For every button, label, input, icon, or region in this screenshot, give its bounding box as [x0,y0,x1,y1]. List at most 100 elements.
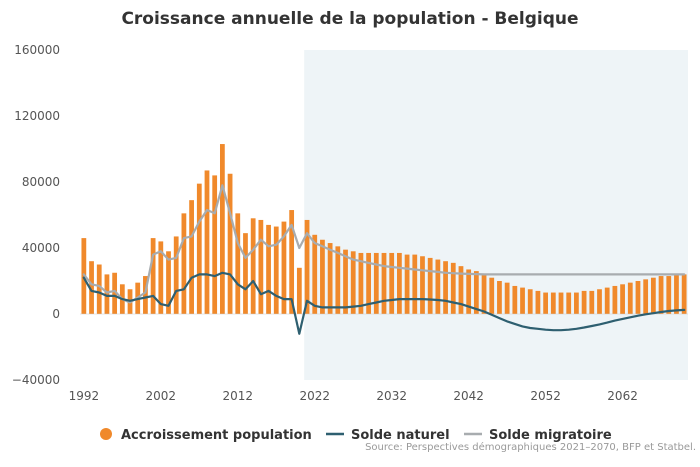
bar-1996 [112,272,118,314]
bar-2030 [373,252,379,314]
bar-2025 [335,246,341,314]
bar-2034 [404,254,410,314]
bar-2039 [443,261,448,314]
legend-label-solde-naturel: Solde naturel [351,428,450,443]
bars-accroissement-population [81,144,687,314]
bar-2054 [558,292,564,314]
x-tick-label: 2052 [530,389,561,403]
bar-2008 [204,170,210,314]
bar-2022 [312,234,318,314]
line-solde-naturel [82,271,686,335]
bar-2047 [504,282,510,314]
x-axis: 1992 2002 2012 2022 2032 2042 2052 2062 [69,389,638,403]
bar-2060 [604,287,610,314]
bar-2026 [343,249,348,314]
bar-2048 [512,285,518,314]
y-tick-label: 80000 [22,175,60,189]
legend-label-accroissement: Accroissement population [121,428,312,443]
legend: Accroissement population Solde naturel S… [100,428,612,443]
y-axis: 160000 120000 80000 40000 0 −40000 [12,43,60,387]
bar-2058 [589,290,595,314]
bar-2027 [350,251,356,314]
bar-2011 [227,173,233,314]
bar-2015 [258,219,264,314]
y-tick-label: 0 [52,307,60,321]
bar-2006 [189,200,194,314]
line-series [82,184,686,335]
bar-2061 [612,285,618,314]
bar-2036 [420,256,425,314]
bar-2002 [158,241,164,314]
bar-2057 [581,290,587,314]
y-tick-label: 120000 [14,109,60,123]
projection-period-shading [304,50,688,380]
y-tick-label: 160000 [14,43,60,57]
bar-2037 [427,257,433,314]
bar-2038 [435,259,441,314]
bar-2019 [289,210,295,314]
bar-2052 [543,292,549,314]
bar-2046 [497,281,502,314]
x-tick-label: 2042 [453,389,484,403]
bar-2065 [643,279,649,314]
bar-2014 [250,218,256,314]
bar-2000 [143,276,148,314]
bar-2062 [620,284,625,314]
bar-2010 [219,144,225,314]
bar-2044 [481,274,487,314]
bar-2023 [320,239,325,314]
bar-1993 [89,261,94,314]
legend-item-accroissement-population[interactable]: Accroissement population [100,428,312,443]
x-tick-label: 2062 [607,389,638,403]
legend-label-solde-migratoire: Solde migratoire [489,428,612,443]
y-tick-label: −40000 [12,373,60,387]
bar-2009 [212,175,218,314]
bar-1995 [104,274,110,314]
bar-2059 [597,289,602,314]
bar-2005 [181,213,187,314]
legend-item-solde-migratoire[interactable]: Solde migratoire [464,428,612,443]
bar-2035 [412,254,418,314]
bar-2041 [458,266,464,314]
bar-2016 [266,224,271,314]
x-tick-label: 2012 [222,389,253,403]
bar-2007 [196,183,202,314]
legend-marker-accroissement [100,428,112,440]
x-tick-label: 1992 [69,389,100,403]
line-solde-migratoire [82,184,686,304]
bar-2055 [566,292,572,314]
bar-2031 [381,252,387,314]
bar-2045 [489,277,495,314]
bar-1994 [96,264,102,314]
x-tick-label: 2022 [299,389,330,403]
bar-2067 [658,276,664,314]
bar-2021 [304,219,310,314]
bar-2028 [358,252,364,314]
bar-2029 [366,252,371,314]
bar-2050 [527,289,533,314]
bar-2013 [243,233,248,314]
bar-2066 [650,277,656,314]
y-tick-label: 40000 [22,241,60,255]
bar-2001 [150,238,156,314]
bar-2069 [674,274,679,314]
bar-2063 [627,282,633,314]
bar-2012 [235,213,241,314]
bar-2070 [681,274,687,314]
bar-2049 [520,287,525,314]
legend-item-solde-naturel[interactable]: Solde naturel [326,428,450,443]
bar-2056 [574,292,579,314]
x-tick-label: 2032 [376,389,407,403]
bar-2033 [397,252,402,314]
bar-2042 [466,269,472,314]
x-tick-label: 2002 [146,389,177,403]
bar-2068 [666,276,672,314]
bar-2053 [550,292,556,314]
bar-2003 [166,251,171,314]
bar-2051 [535,290,541,314]
bar-2024 [327,243,333,314]
bar-2017 [273,226,279,314]
bar-2064 [635,281,641,314]
bar-2018 [281,221,287,314]
